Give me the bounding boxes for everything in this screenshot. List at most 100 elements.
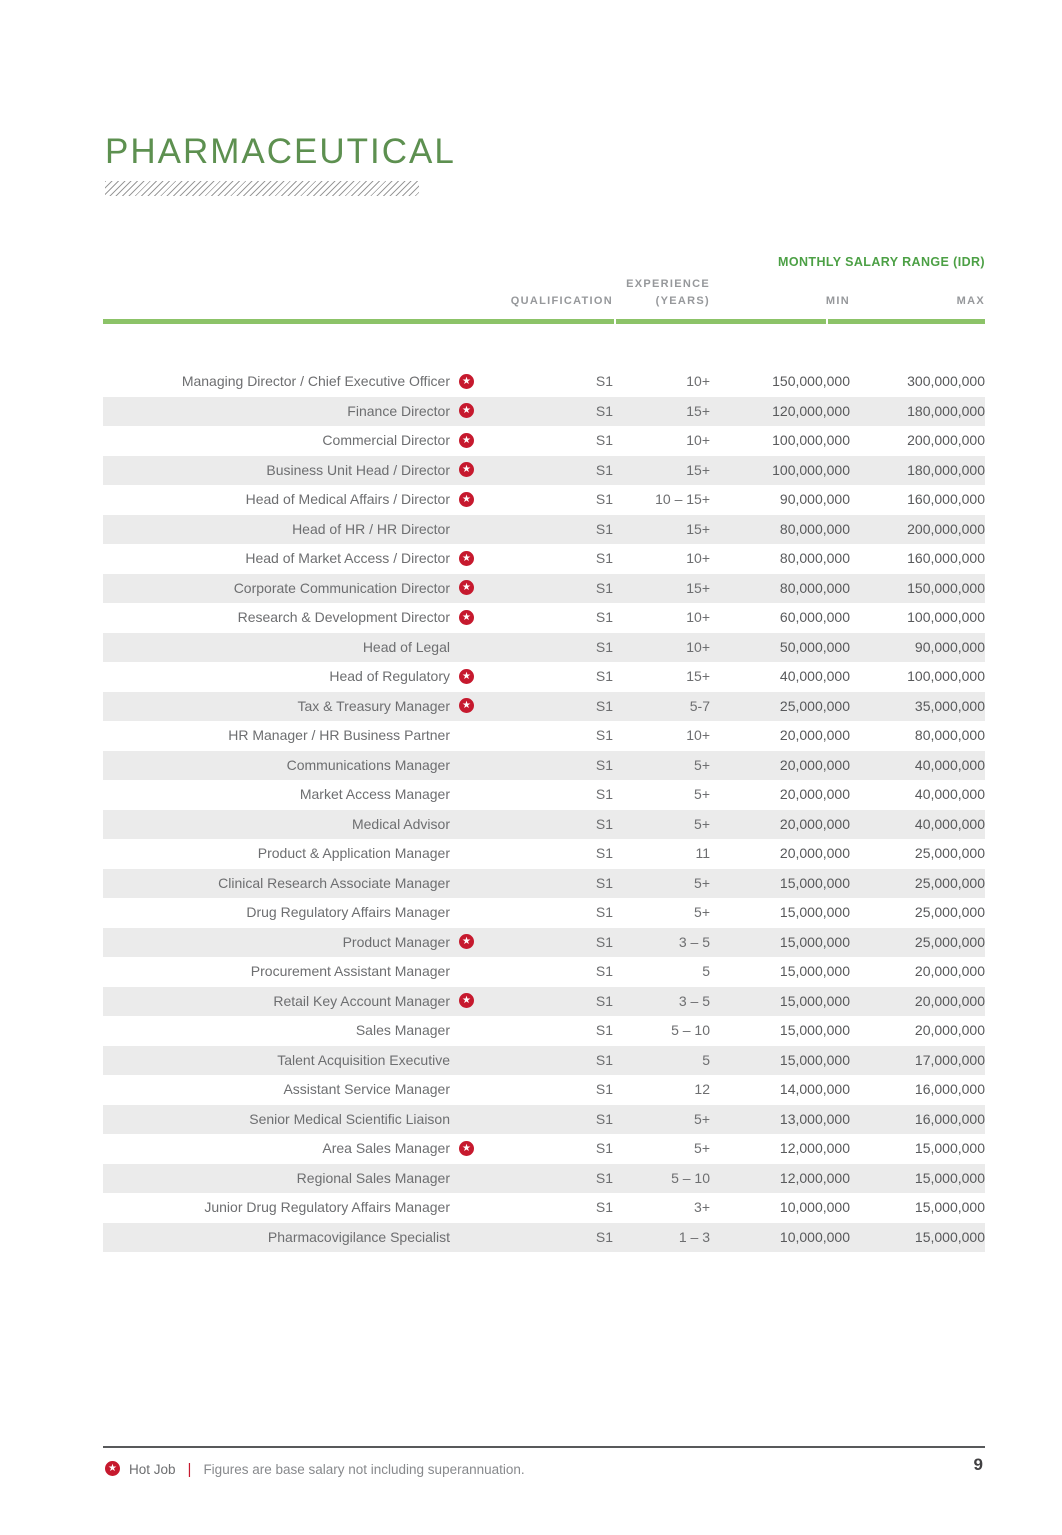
experience-value: 5-7 — [689, 697, 710, 714]
salary-min-value: 20,000,000 — [779, 786, 850, 802]
hot-job-cell: ★ — [450, 367, 480, 397]
table-row: Clinical Research Associate Manager ★ S1… — [103, 868, 985, 898]
experience-value: 10+ — [686, 373, 710, 389]
salary-max-value: 300,000,000 — [907, 373, 985, 389]
salary-min-value: 150,000,000 — [772, 373, 850, 389]
hot-job-legend-label: Hot Job — [129, 1461, 176, 1477]
role-name: Business Unit Head / Director — [266, 461, 450, 478]
hot-job-cell: ★ — [450, 456, 480, 486]
qualification-value: S1 — [595, 904, 613, 920]
hot-job-cell: ★ — [450, 692, 480, 722]
salary-max-value: 17,000,000 — [914, 1051, 985, 1068]
salary-max-value: 16,000,000 — [914, 1081, 985, 1097]
salary-max-value: 15,000,000 — [914, 1140, 985, 1156]
page-title: PHARMACEUTICAL — [105, 132, 456, 171]
table-row: Corporate Communication Director ★ S1 15… — [103, 573, 985, 603]
role-name: Head of HR / HR Director — [292, 520, 450, 537]
salary-max-value: 25,000,000 — [914, 874, 985, 891]
salary-min-value: 15,000,000 — [779, 904, 850, 920]
role-name: Junior Drug Regulatory Affairs Manager — [204, 1199, 450, 1215]
salary-min-value: 25,000,000 — [779, 697, 850, 714]
footer-legend: ★ Hot Job | Figures are base salary not … — [105, 1458, 985, 1480]
role-name: Head of Market Access / Director — [245, 550, 450, 566]
role-name: Pharmacovigilance Specialist — [267, 1228, 450, 1245]
hot-job-cell: ★ — [450, 515, 480, 545]
table-row: Retail Key Account Manager ★ S1 3 – 5 15… — [103, 986, 985, 1016]
qualification-value: S1 — [595, 1199, 613, 1215]
role-name: Procurement Assistant Manager — [250, 963, 450, 979]
salary-min-value: 20,000,000 — [779, 815, 850, 832]
role-name: Product Manager — [342, 933, 450, 950]
salary-max-value: 15,000,000 — [914, 1228, 985, 1245]
qualification-value: S1 — [595, 432, 613, 448]
experience-value: 10+ — [686, 432, 710, 448]
hot-job-cell: ★ — [450, 898, 480, 928]
experience-value: 5+ — [694, 874, 710, 891]
qualification-value: S1 — [595, 933, 613, 950]
salary-min-value: 15,000,000 — [779, 933, 850, 950]
experience-value: 10+ — [686, 550, 710, 566]
hot-job-icon: ★ — [459, 609, 474, 625]
qualification-value: S1 — [595, 668, 613, 684]
hot-job-icon: ★ — [459, 373, 474, 389]
salary-max-value: 15,000,000 — [914, 1199, 985, 1215]
role-name: Clinical Research Associate Manager — [218, 874, 450, 891]
hot-job-cell: ★ — [450, 1075, 480, 1105]
salary-table-body: Managing Director / Chief Executive Offi… — [103, 367, 985, 1252]
role-name: Talent Acquisition Executive — [277, 1051, 450, 1068]
table-row: Head of Market Access / Director ★ S1 10… — [103, 544, 985, 574]
hot-job-icon: ★ — [459, 462, 474, 478]
experience-value: 15+ — [686, 668, 710, 684]
salary-min-value: 12,000,000 — [779, 1140, 850, 1156]
role-name: Head of Legal — [362, 638, 450, 655]
salary-min-value: 15,000,000 — [779, 874, 850, 891]
experience-value: 3 – 5 — [678, 933, 710, 950]
hot-job-cell: ★ — [450, 751, 480, 781]
table-row: Tax & Treasury Manager ★ S1 5-7 25,000,0… — [103, 691, 985, 722]
salary-max-value: 25,000,000 — [914, 904, 985, 920]
hot-job-icon: ★ — [459, 580, 474, 596]
table-row: Business Unit Head / Director ★ S1 15+ 1… — [103, 455, 985, 486]
salary-min-value: 40,000,000 — [779, 668, 850, 684]
qualification-value: S1 — [595, 461, 613, 478]
table-row: Head of HR / HR Director ★ S1 15+ 80,000… — [103, 514, 985, 545]
role-name: Market Access Manager — [299, 786, 450, 802]
hot-job-cell: ★ — [450, 1016, 480, 1046]
hot-job-icon: ★ — [105, 1460, 120, 1476]
table-row: Pharmacovigilance Specialist ★ S1 1 – 3 … — [103, 1222, 985, 1252]
qualification-value: S1 — [595, 1140, 613, 1156]
qualification-value: S1 — [595, 874, 613, 891]
qualification-value: S1 — [595, 491, 613, 507]
role-name: Drug Regulatory Affairs Manager — [246, 904, 450, 920]
salary-max-value: 25,000,000 — [914, 845, 985, 861]
table-row: Junior Drug Regulatory Affairs Manager ★… — [103, 1193, 985, 1223]
experience-value: 12 — [694, 1081, 710, 1097]
salary-range-header: MONTHLY SALARY RANGE (IDR) — [778, 255, 985, 269]
table-row: Head of Medical Affairs / Director ★ S1 … — [103, 485, 985, 515]
experience-value: 5+ — [694, 1110, 710, 1127]
salary-max-value: 25,000,000 — [914, 933, 985, 950]
experience-value: 5 — [702, 963, 710, 979]
table-row: Product & Application Manager ★ S1 11 20… — [103, 839, 985, 869]
qualification-value: S1 — [595, 550, 613, 566]
qualification-value: S1 — [595, 1228, 613, 1245]
salary-min-value: 90,000,000 — [779, 491, 850, 507]
hot-job-cell: ★ — [450, 544, 480, 574]
role-name: Retail Key Account Manager — [273, 992, 450, 1009]
qualification-value: S1 — [595, 1022, 613, 1038]
salary-max-value: 40,000,000 — [914, 786, 985, 802]
role-name: Area Sales Manager — [322, 1140, 450, 1156]
qualification-value: S1 — [595, 373, 613, 389]
hot-job-cell: ★ — [450, 721, 480, 751]
experience-value: 5+ — [694, 786, 710, 802]
salary-min-value: 15,000,000 — [779, 1051, 850, 1068]
qualification-value: S1 — [595, 786, 613, 802]
salary-max-value: 20,000,000 — [914, 992, 985, 1009]
salary-max-value: 15,000,000 — [914, 1169, 985, 1186]
salary-min-value: 100,000,000 — [772, 461, 850, 478]
table-row: Regional Sales Manager ★ S1 5 – 10 12,00… — [103, 1163, 985, 1193]
salary-max-value: 80,000,000 — [914, 727, 985, 743]
experience-value: 11 — [695, 845, 710, 861]
salary-min-value: 20,000,000 — [779, 845, 850, 861]
salary-min-value: 60,000,000 — [779, 609, 850, 625]
